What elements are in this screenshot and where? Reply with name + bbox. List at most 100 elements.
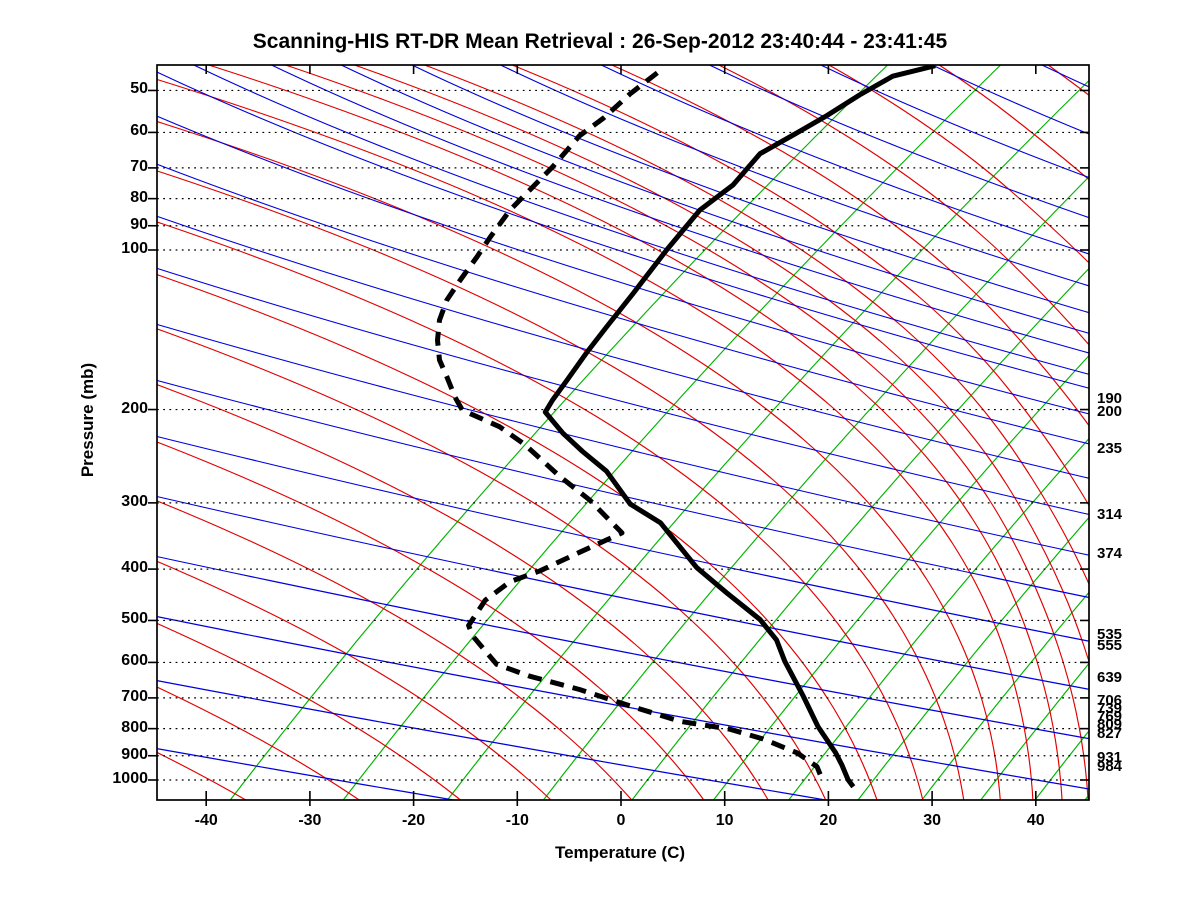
temperature-trace bbox=[542, 65, 936, 789]
green-line bbox=[446, 79, 1089, 800]
right-pressure-annotation: 706 bbox=[1097, 692, 1123, 709]
blue-line bbox=[157, 495, 1089, 690]
blue-line bbox=[157, 267, 1089, 516]
red-line bbox=[1047, 65, 1089, 96]
pressure-tick-label: 60 bbox=[130, 122, 148, 140]
y-axis-title: Pressure (mb) bbox=[78, 362, 97, 478]
red-line bbox=[717, 65, 1089, 346]
right-pressure-annotation: 190 bbox=[1097, 390, 1123, 407]
green-line bbox=[631, 267, 1089, 800]
green-line bbox=[543, 175, 1089, 800]
green-line bbox=[980, 662, 1089, 800]
blue-line bbox=[157, 748, 458, 800]
temperature-tick-label: -30 bbox=[298, 812, 322, 829]
red-line bbox=[1162, 60, 1200, 800]
red-line bbox=[157, 78, 1034, 800]
red-line bbox=[157, 328, 827, 800]
x-axis-title: Temperature (C) bbox=[554, 843, 686, 862]
blue-line bbox=[157, 555, 1089, 740]
temperature-tick-label: 30 bbox=[923, 812, 941, 829]
green-line bbox=[713, 354, 1089, 800]
red-line bbox=[157, 622, 461, 800]
red-line bbox=[157, 441, 705, 800]
red-line bbox=[157, 560, 552, 800]
red-line bbox=[352, 65, 1089, 664]
right-pressure-annotation: 235 bbox=[1097, 440, 1123, 457]
blue-line bbox=[157, 215, 1089, 479]
right-pressure-annotation: 931 bbox=[1097, 749, 1123, 766]
pressure-tick-label: 400 bbox=[121, 559, 148, 577]
temperature-tick-label: 40 bbox=[1026, 812, 1045, 829]
red-line bbox=[422, 65, 1089, 586]
green-line bbox=[342, 65, 1002, 800]
blue-line bbox=[930, 65, 1089, 135]
blue-line bbox=[499, 65, 1089, 287]
temperature-tick-label: 20 bbox=[819, 812, 838, 829]
right-pressure-annotation: 827 bbox=[1097, 725, 1123, 742]
isobar-lines bbox=[157, 89, 1089, 781]
background-line-families bbox=[157, 60, 1200, 800]
red-line bbox=[157, 170, 965, 800]
pressure-tick-label: 900 bbox=[121, 745, 148, 763]
red-line bbox=[510, 65, 1089, 507]
right-pressure-annotation: 769 bbox=[1097, 708, 1123, 725]
blue-line bbox=[157, 616, 1089, 790]
blue-line bbox=[1040, 65, 1089, 88]
pressure-tick-label: 90 bbox=[130, 215, 148, 233]
right-pressure-annotation: 809 bbox=[1097, 716, 1123, 733]
temperature-tick-label: 10 bbox=[715, 812, 734, 829]
temperature-tick-label: -10 bbox=[505, 812, 529, 829]
temperature-tick-label: -20 bbox=[402, 812, 426, 829]
pressure-tick-label: 600 bbox=[121, 652, 148, 670]
right-pressure-annotation: 984 bbox=[1097, 758, 1123, 775]
axis-ticks bbox=[148, 65, 1089, 806]
blue-line bbox=[708, 65, 1089, 219]
right-pressure-annotation: 314 bbox=[1097, 506, 1123, 523]
pressure-tick-label: 1000 bbox=[112, 770, 148, 787]
blue-line bbox=[157, 71, 1089, 389]
green-line bbox=[857, 516, 1089, 800]
blue-line bbox=[599, 65, 1089, 255]
green-line bbox=[788, 437, 1089, 800]
pressure-tick-label: 200 bbox=[121, 399, 148, 417]
pressure-tick-label: 70 bbox=[130, 157, 148, 175]
pressure-tick-label: 80 bbox=[130, 188, 148, 206]
right-pressure-annotation: 374 bbox=[1097, 545, 1123, 562]
blue-line bbox=[270, 65, 1089, 354]
blue-adiabat-lines bbox=[157, 65, 1089, 800]
blue-line bbox=[157, 379, 1089, 599]
red-line bbox=[157, 751, 247, 800]
red-line bbox=[283, 65, 1089, 800]
pressure-tick-label: 300 bbox=[121, 492, 148, 510]
pressure-tick-label: 700 bbox=[121, 687, 148, 705]
red-adiabat-lines bbox=[157, 60, 1200, 800]
red-line bbox=[206, 65, 1063, 800]
red-line bbox=[157, 221, 924, 800]
blue-line bbox=[157, 163, 1089, 445]
red-line bbox=[157, 120, 1001, 800]
right-pressure-annotation: 200 bbox=[1097, 403, 1123, 420]
pressure-tick-label: 500 bbox=[121, 610, 148, 628]
blue-line bbox=[192, 65, 1089, 375]
right-pressure-annotation: 535 bbox=[1097, 626, 1123, 643]
blue-line bbox=[819, 65, 1089, 179]
right-pressure-annotation: 639 bbox=[1097, 669, 1123, 686]
pressure-tick-label: 800 bbox=[121, 718, 148, 736]
right-pressure-annotation: 555 bbox=[1097, 637, 1123, 654]
red-line bbox=[610, 65, 1089, 427]
right-pressure-annotation: 739 bbox=[1097, 700, 1123, 717]
red-line bbox=[827, 65, 1089, 264]
green-line bbox=[229, 65, 889, 800]
dewpoint-trace bbox=[435, 70, 826, 783]
red-line bbox=[157, 500, 633, 800]
blue-line bbox=[157, 435, 1089, 642]
red-line bbox=[157, 686, 360, 800]
red-line bbox=[157, 384, 769, 800]
blue-line bbox=[339, 65, 1089, 334]
pressure-tick-label: 50 bbox=[130, 80, 148, 98]
temperature-tick-label: -40 bbox=[194, 812, 218, 829]
plot-border bbox=[156, 64, 1090, 801]
blue-line bbox=[157, 680, 830, 800]
blue-line bbox=[157, 323, 1089, 556]
